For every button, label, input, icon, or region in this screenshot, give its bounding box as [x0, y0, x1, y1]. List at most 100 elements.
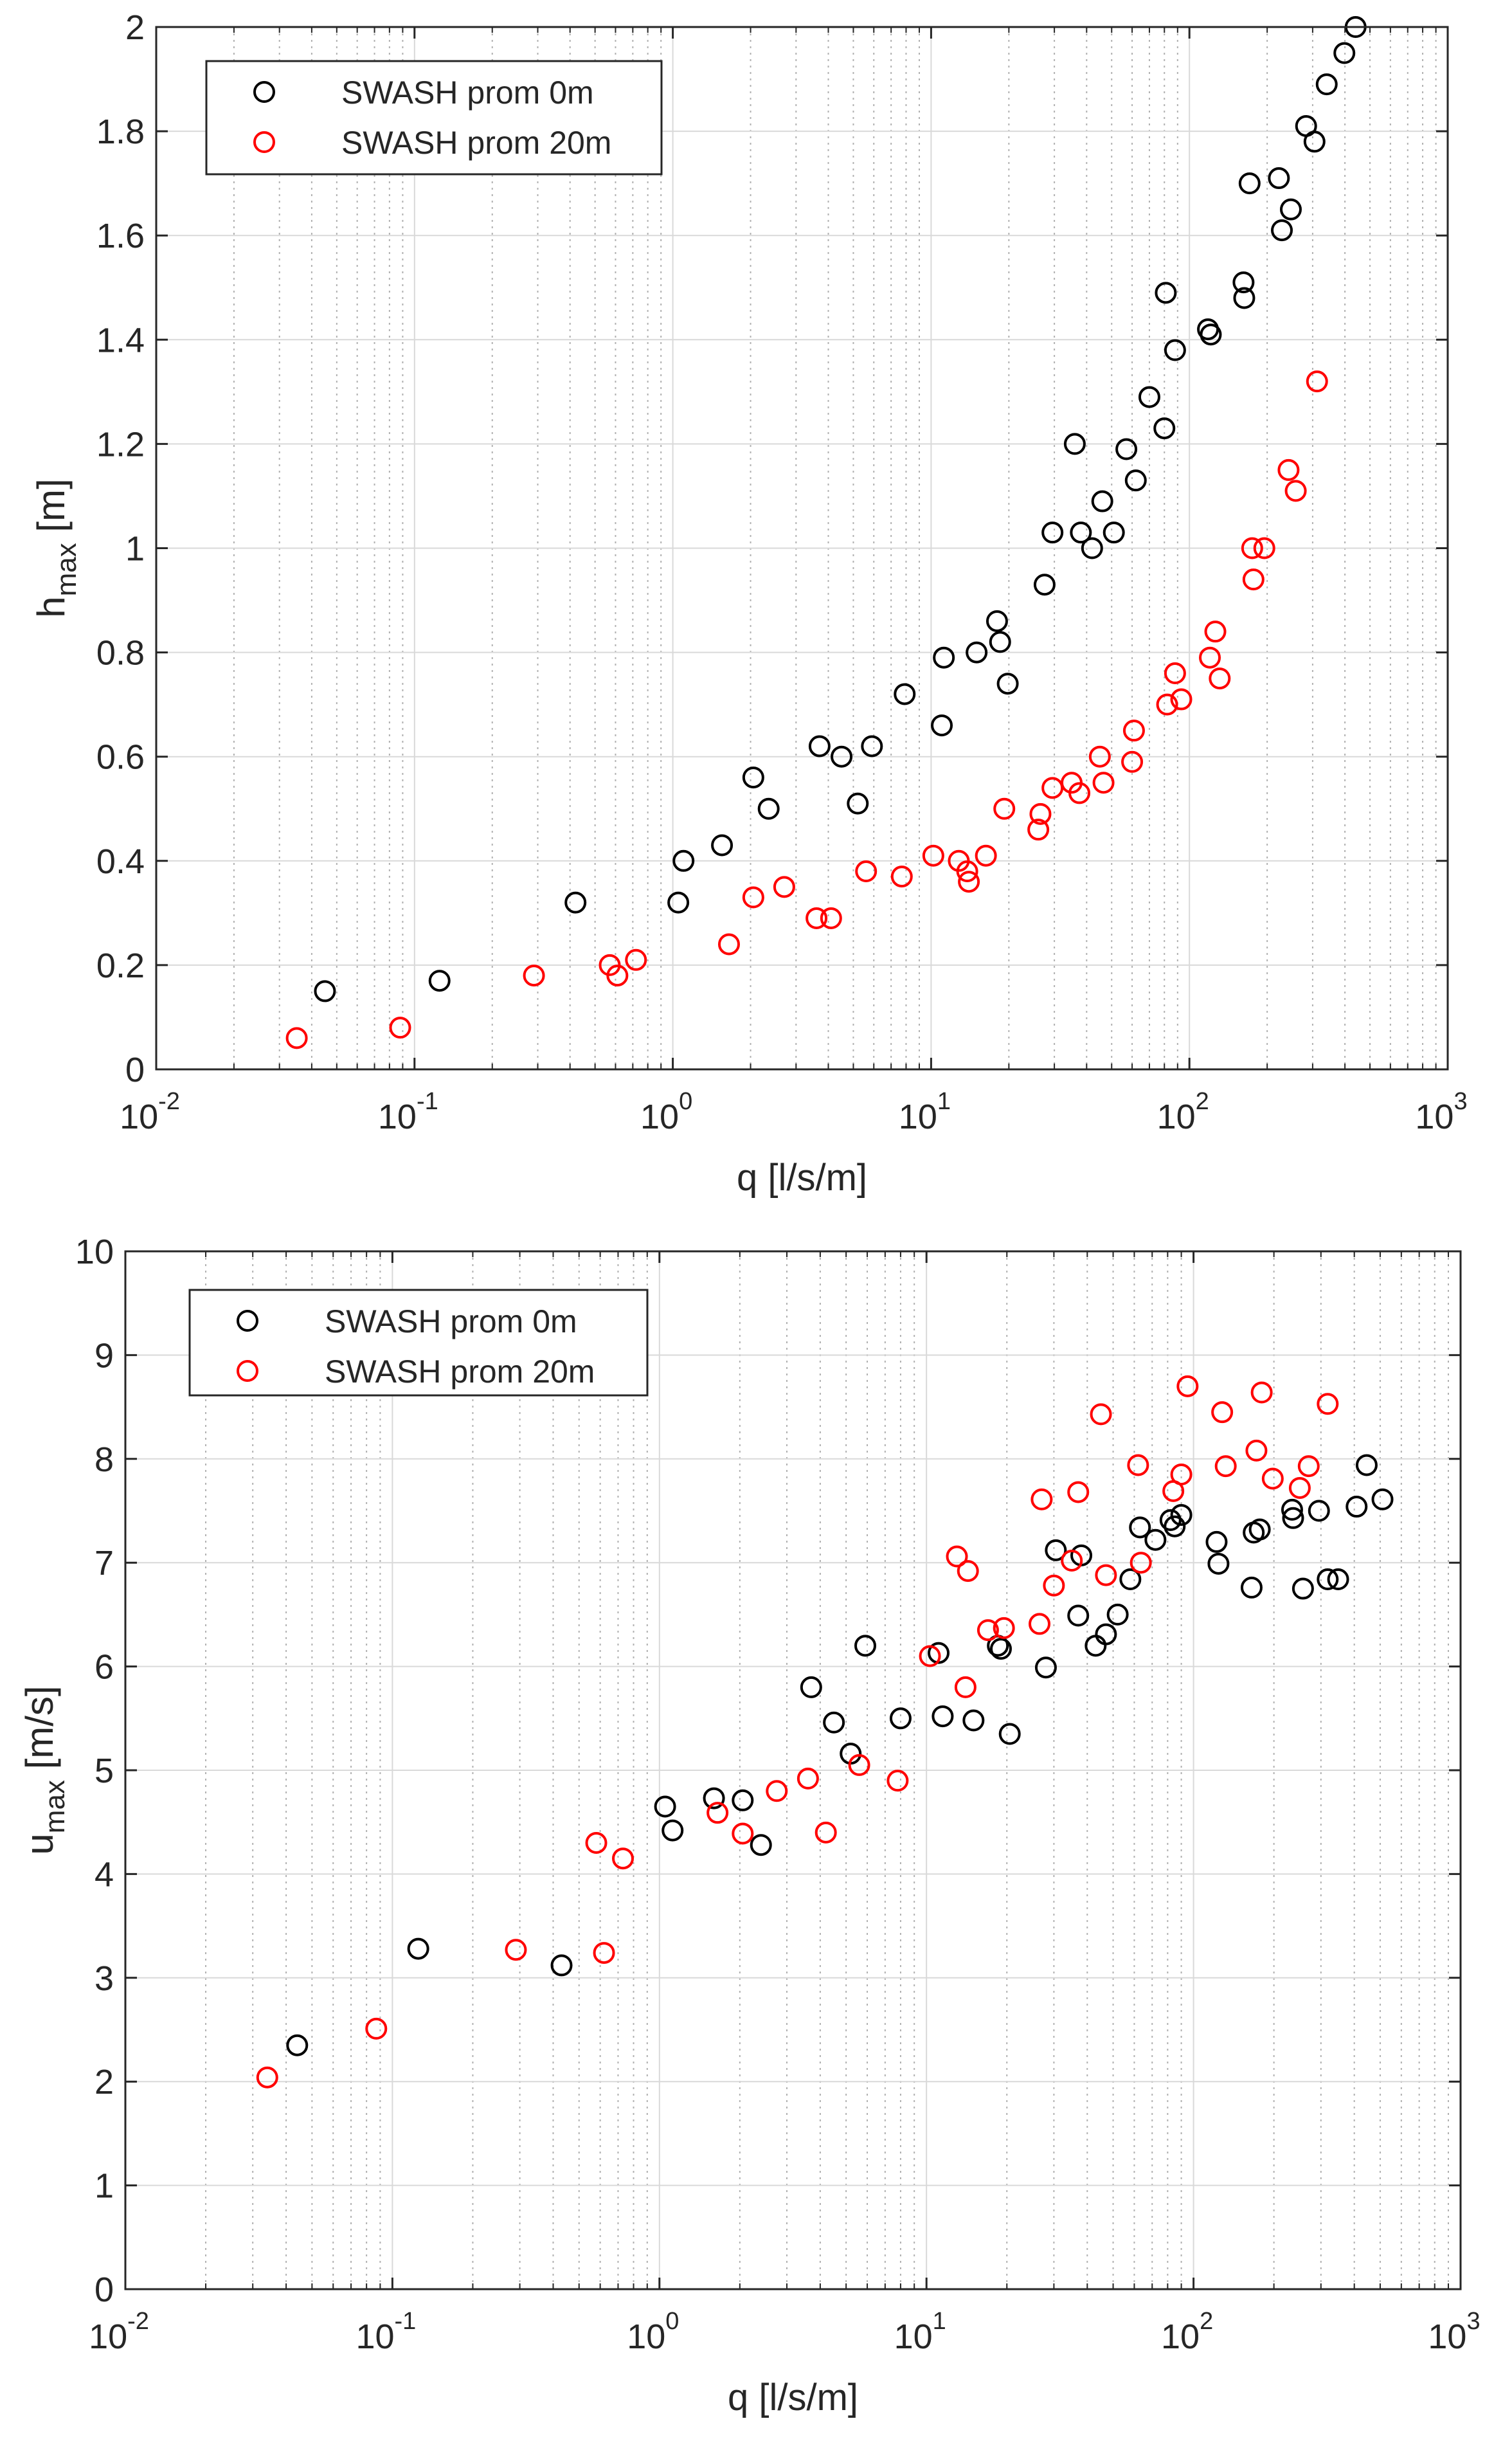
data-point — [1159, 1509, 1182, 1532]
data-point — [1095, 1623, 1117, 1646]
data-point — [1115, 438, 1138, 460]
data-point — [1061, 1549, 1083, 1572]
data-point — [848, 1754, 870, 1776]
data-point — [1279, 198, 1302, 221]
data-point — [1164, 1515, 1186, 1537]
data-point — [286, 2034, 309, 2056]
data-point — [1091, 490, 1113, 512]
y-axis-label: hmax [m] — [30, 478, 82, 618]
data-point — [820, 907, 842, 929]
data-point — [958, 871, 980, 893]
data-point — [428, 970, 451, 992]
x-tick-label: 103 — [1415, 1088, 1467, 1136]
data-point — [314, 980, 336, 1002]
data-point — [773, 876, 795, 898]
data-point — [1029, 1613, 1051, 1635]
data-point — [854, 1635, 877, 1657]
legend-label: SWASH prom 20m — [325, 1354, 595, 1390]
data-point — [993, 797, 1016, 820]
data-point — [989, 631, 1011, 653]
data-point — [1303, 131, 1326, 153]
data-point — [757, 797, 780, 820]
data-point — [667, 891, 690, 914]
data-point — [732, 1789, 754, 1811]
y-tick-label: 2 — [94, 2063, 114, 2101]
data-point — [1027, 819, 1050, 841]
data-point — [1030, 1488, 1053, 1510]
data-point — [993, 1617, 1015, 1639]
data-point — [742, 766, 764, 789]
legend-marker — [237, 1310, 258, 1332]
data-point — [1155, 282, 1177, 304]
data-point — [1317, 1393, 1339, 1415]
data-point — [1124, 469, 1147, 492]
data-point — [996, 673, 1019, 695]
series-prom-20m — [285, 370, 1328, 1049]
data-point — [823, 1711, 845, 1734]
data-point — [606, 965, 629, 987]
data-point — [1170, 1503, 1192, 1526]
data-point — [1043, 1574, 1065, 1597]
data-point — [1122, 720, 1145, 742]
y-tick-label: 0.6 — [96, 738, 145, 777]
y-tick-label: 1 — [94, 2167, 114, 2206]
y-tick-label: 2 — [125, 8, 145, 47]
chart-u: 10-2 10-1 100 101 102 103 0 1 2 3 4 5 6 7 8 9 10 q [l/s/m… — [18, 1233, 1480, 2418]
x-tick-label: 10-1 — [378, 1088, 438, 1136]
data-point — [1355, 1454, 1378, 1476]
data-point — [1242, 568, 1264, 591]
data-point — [585, 1831, 608, 1854]
legend-marker — [253, 131, 275, 153]
data-point — [1346, 1496, 1368, 1518]
data-point — [1240, 1576, 1263, 1599]
x-tick-label: 100 — [627, 2308, 679, 2356]
data-point — [1207, 1552, 1230, 1575]
legend: SWASH prom 0m SWASH prom 20m — [205, 60, 663, 176]
y-tick-label: 1.2 — [96, 425, 145, 464]
data-point — [1205, 1530, 1228, 1553]
data-point — [889, 1707, 912, 1730]
data-point — [1121, 750, 1144, 773]
x-axis-label: q [l/s/m] — [737, 1157, 867, 1199]
data-point — [523, 965, 545, 987]
y-tick-label: 0.2 — [96, 947, 145, 985]
data-point — [797, 1767, 819, 1790]
data-point — [1067, 1604, 1090, 1627]
x-tick-label: 10-2 — [89, 2308, 149, 2356]
data-point — [672, 849, 695, 872]
legend: SWASH prom 0m SWASH prom 20m — [188, 1289, 649, 1397]
series-prom-20m — [256, 1375, 1339, 2089]
data-point — [847, 792, 869, 815]
data-point — [890, 866, 913, 888]
data-point — [1070, 521, 1092, 544]
data-point — [977, 1619, 999, 1642]
y-tick-label: 0.8 — [96, 634, 145, 673]
data-point — [564, 891, 587, 914]
data-point — [550, 1954, 573, 1977]
data-point — [933, 646, 955, 669]
data-point — [1081, 537, 1103, 559]
data-point — [1200, 323, 1222, 346]
x-tick-label: 102 — [1157, 1088, 1209, 1136]
x-tick-label: 10-2 — [120, 1088, 180, 1136]
data-point — [1248, 1518, 1271, 1541]
data-point — [1281, 1498, 1303, 1521]
data-point — [1092, 772, 1115, 794]
data-point — [1284, 480, 1307, 502]
data-point — [954, 1676, 977, 1698]
y-tick-label: 6 — [94, 1648, 114, 1687]
series-prom-0m — [286, 1454, 1394, 2056]
legend-label: SWASH prom 20m — [341, 125, 611, 161]
data-point — [946, 1545, 968, 1568]
data-point — [1045, 1539, 1067, 1561]
data-point — [1164, 662, 1186, 685]
data-point — [766, 1780, 788, 1802]
data-point — [1170, 688, 1192, 711]
data-point — [1199, 646, 1221, 669]
data-point — [1297, 1455, 1320, 1478]
y-tick-label: 1.4 — [96, 321, 145, 359]
data-point — [285, 1027, 308, 1049]
data-point — [625, 948, 647, 971]
data-point — [1041, 521, 1064, 544]
